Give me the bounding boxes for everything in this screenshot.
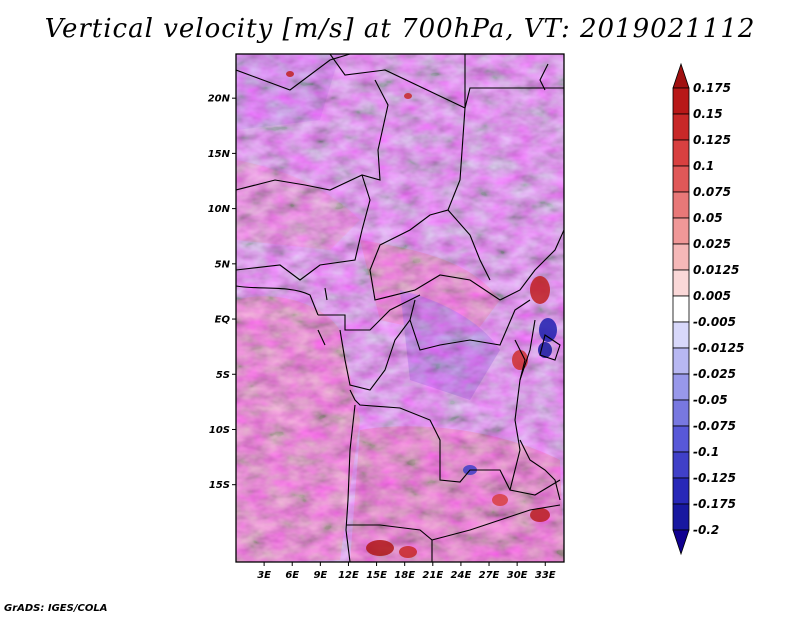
colorbar-swatch: [672, 321, 690, 349]
colorbar-label: 0.175: [693, 81, 731, 95]
colorbar-label: -0.025: [693, 367, 736, 381]
colorbar-label: 0.025: [693, 237, 731, 251]
colorbar-label: 0.075: [693, 185, 731, 199]
latitude-axis: 20N 15N 10N 5N EQ 5S 10S 15S: [208, 94, 236, 491]
map-area: [235, 53, 565, 563]
colorbar-swatch: [672, 269, 690, 297]
colorbar-swatch: [672, 139, 690, 167]
lon-tick-label: 12E: [338, 570, 359, 581]
colorbar-label: -0.05: [693, 393, 728, 407]
lon-tick-label: 3E: [257, 570, 271, 581]
colorbar-label: 0.1: [693, 159, 714, 173]
map-frame: [235, 53, 565, 563]
colorbar-swatch: [672, 425, 690, 453]
colorbar-swatch: [672, 477, 690, 505]
colorbar-label: -0.0125: [693, 341, 744, 355]
velocity-field: [236, 54, 564, 562]
lon-tick-label: 6E: [285, 570, 299, 581]
colorbar-label: -0.125: [693, 471, 736, 485]
colorbar-swatch: [672, 399, 690, 427]
lon-tick-label: 18E: [394, 570, 415, 581]
colorbar-swatch: [672, 451, 690, 479]
colorbar-swatch: [672, 217, 690, 245]
lon-tick-label: 9E: [313, 570, 327, 581]
colorbar-label: 0.05: [693, 211, 723, 225]
lon-tick-label: 21E: [422, 570, 443, 581]
lon-tick-label: 33E: [535, 570, 556, 581]
lat-tick-label: EQ: [215, 315, 231, 326]
lat-tick-label: 20N: [208, 94, 231, 105]
lon-tick-label: 30E: [507, 570, 528, 581]
colorbar-label: -0.2: [693, 523, 719, 537]
colorbar-swatch: [672, 503, 690, 531]
colorbar-swatch: [672, 295, 690, 323]
lat-tick-label: 10N: [208, 204, 231, 215]
lat-tick-label: 10S: [209, 425, 230, 436]
colorbar-swatch: [672, 243, 690, 271]
colorbar-bottom-arrow: [672, 529, 690, 556]
lat-tick-label: 5N: [215, 259, 231, 270]
colorbar-swatch: [672, 347, 690, 375]
colorbar-label: 0.125: [693, 133, 731, 147]
chart-title: Vertical velocity [m/s] at 700hPa, VT: 2…: [44, 14, 756, 44]
colorbar-label: -0.075: [693, 419, 736, 433]
colorbar-swatch: [672, 373, 690, 401]
lon-tick-label: 27E: [479, 570, 500, 581]
colorbar: 0.175 0.15 0.125 0.1 0.075 0.05 0.025 0.0125 0.0…: [672, 62, 744, 556]
lon-tick-label: 15E: [366, 570, 387, 581]
lat-tick-label: 5S: [216, 370, 230, 381]
colorbar-label: -0.175: [693, 497, 736, 511]
colorbar-label: -0.005: [693, 315, 736, 329]
colorbar-swatch: [672, 113, 690, 141]
lon-tick-label: 24E: [451, 570, 472, 581]
lat-tick-label: 15S: [209, 480, 230, 491]
colorbar-swatch: [672, 191, 690, 219]
colorbar-swatch: [672, 87, 690, 115]
colorbar-label: 0.15: [693, 107, 723, 121]
lat-tick-label: 15N: [208, 149, 231, 160]
colorbar-label: 0.005: [693, 289, 731, 303]
longitude-axis: 3E 6E 9E 12E 15E 18E 21E 24E 27E 30E 33E: [257, 562, 556, 581]
colorbar-swatch: [672, 165, 690, 193]
colorbar-label: -0.1: [693, 445, 719, 459]
grads-credit: GrADS: IGES/COLA: [4, 603, 108, 614]
country-borders: [236, 54, 564, 562]
colorbar-label: 0.0125: [693, 263, 739, 277]
colorbar-top-arrow: [672, 62, 690, 89]
